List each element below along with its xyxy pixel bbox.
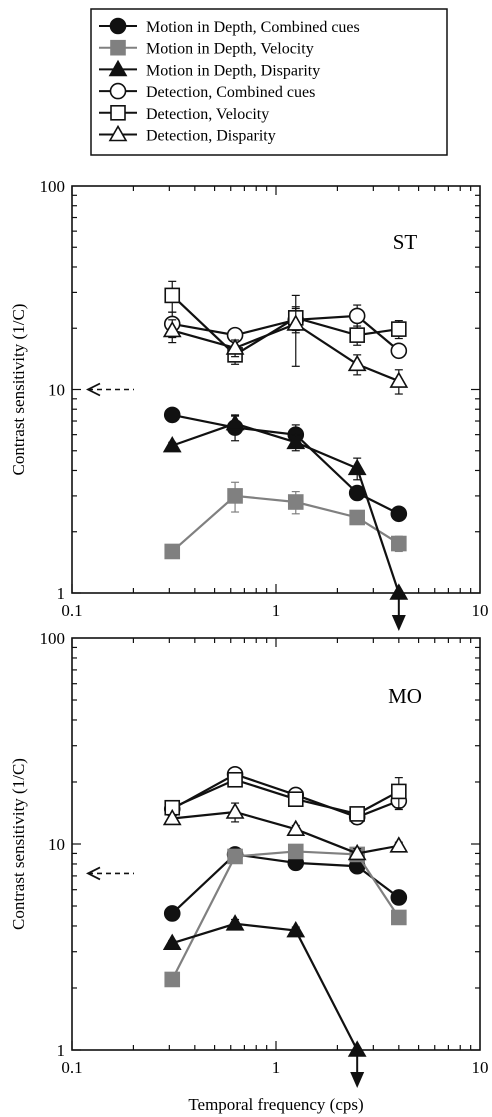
data-point (287, 791, 304, 807)
data-point (349, 509, 365, 526)
y-tick-label: 1 (57, 584, 66, 603)
x-tick-label: 1 (272, 601, 281, 620)
data-point (164, 543, 181, 560)
data-point (225, 338, 245, 355)
series-line (172, 413, 400, 515)
data-point (389, 371, 409, 388)
data-point (391, 321, 407, 337)
series-3 (163, 304, 408, 360)
dashed-left-arrow-icon (85, 866, 134, 881)
data-point (390, 889, 408, 906)
series-0 (163, 846, 408, 922)
y-tick-label: 10 (48, 835, 65, 854)
data-point (162, 320, 182, 338)
legend-marker-circle-icon (109, 17, 127, 35)
data-point (391, 535, 407, 552)
data-point (162, 933, 182, 950)
data-point (391, 783, 407, 800)
data-point (348, 307, 366, 325)
legend-marker-triangle-icon (108, 124, 128, 142)
subject-label: MO (388, 684, 422, 708)
data-point (162, 808, 182, 826)
y-axis-label: Contrast sensitivity (1/C) (9, 758, 28, 930)
data-point (286, 432, 306, 450)
data-point (389, 836, 409, 853)
data-point (225, 914, 245, 931)
y-axis-label: Contrast sensitivity (1/C) (9, 304, 28, 476)
legend-label: Detection, Velocity (146, 106, 269, 123)
data-point (286, 314, 306, 331)
data-point (225, 802, 245, 819)
y-tick-label: 100 (40, 177, 66, 196)
data-point (347, 1040, 367, 1057)
data-point (349, 806, 365, 822)
x-tick-label: 10 (472, 601, 489, 620)
y-tick-label: 100 (40, 629, 66, 648)
data-point (286, 920, 306, 938)
data-point (163, 905, 181, 922)
data-point (390, 342, 408, 360)
series-line (171, 422, 400, 594)
legend-marker-square-icon (110, 39, 126, 56)
legend-label: Motion in Depth, Disparity (146, 62, 320, 79)
data-point (163, 406, 181, 424)
series-4 (164, 280, 407, 365)
data-point (225, 413, 245, 431)
series-5 (162, 802, 409, 861)
data-point (347, 843, 367, 861)
series-line (171, 922, 359, 1051)
data-point (227, 488, 243, 504)
legend-label: Detection, Combined cues (146, 84, 315, 101)
legend-label: Motion in Depth, Velocity (146, 41, 314, 58)
data-point (390, 505, 408, 523)
x-tick-label: 1 (272, 1058, 281, 1077)
data-point (349, 327, 365, 343)
series-1 (164, 843, 407, 988)
data-point (389, 583, 409, 600)
x-axis-label: Temporal frequency (cps) (188, 1095, 363, 1114)
y-tick-label: 10 (48, 381, 65, 400)
data-point (162, 435, 182, 453)
data-point (227, 848, 243, 865)
data-point (287, 494, 304, 510)
series-1 (164, 481, 407, 560)
data-point (286, 819, 306, 836)
data-point (287, 843, 304, 860)
data-point (348, 484, 366, 502)
legend: Motion in Depth, Combined cues Motion in … (90, 8, 448, 156)
legend-box (90, 8, 448, 156)
series-4 (164, 771, 407, 822)
legend-label: Detection, Disparity (146, 128, 276, 145)
legend-label: Motion in Depth, Combined cues (146, 19, 360, 36)
x-tick-label: 10 (472, 1058, 489, 1077)
axis-ticks (71, 638, 480, 1051)
legend-marker-triangle-icon (108, 59, 128, 77)
data-point (347, 458, 367, 476)
y-tick-label: 1 (57, 1041, 66, 1060)
series-line (171, 294, 399, 357)
data-point (164, 287, 181, 304)
data-point (164, 971, 181, 988)
series-5 (162, 294, 409, 395)
series-2 (162, 914, 367, 1057)
x-tick-label: 0.1 (61, 601, 82, 620)
data-point (347, 354, 367, 372)
subject-label: ST (393, 230, 418, 254)
axis-ticks (71, 186, 480, 594)
data-point (391, 909, 407, 926)
legend-marker-square-icon (110, 105, 126, 121)
legend-marker-circle-icon (109, 82, 127, 100)
series-2 (162, 413, 409, 600)
x-tick-label: 0.1 (61, 1058, 82, 1077)
data-point (227, 771, 243, 788)
dashed-left-arrow-icon (85, 382, 134, 397)
